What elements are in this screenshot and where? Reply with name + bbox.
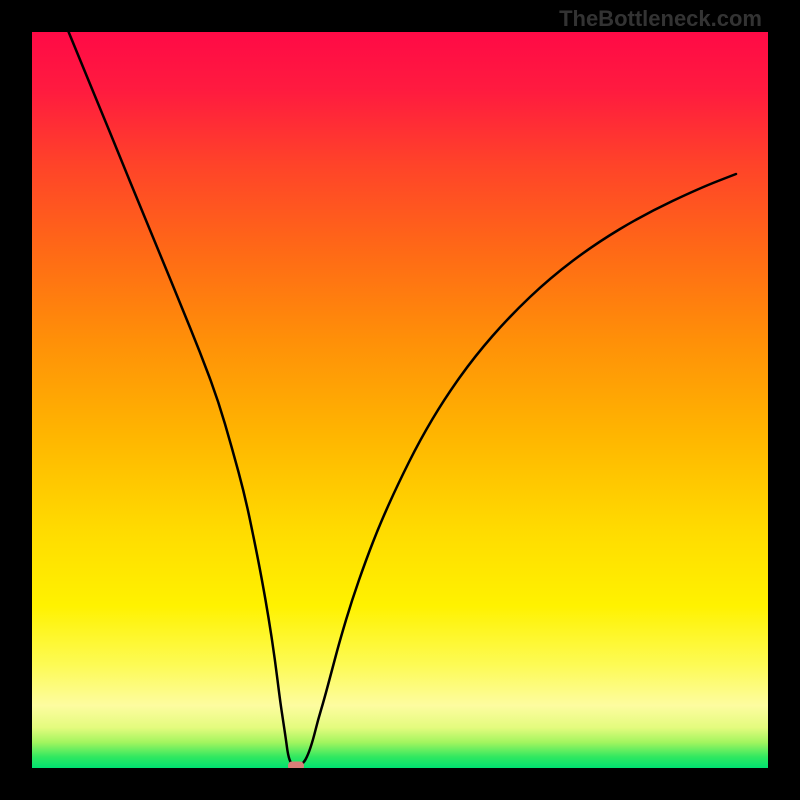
chart-frame: TheBottleneck.com	[0, 0, 800, 800]
border-right	[768, 0, 800, 800]
border-left	[0, 0, 32, 800]
border-top	[0, 0, 800, 32]
plot-area	[32, 32, 768, 768]
border-bottom	[0, 768, 800, 800]
